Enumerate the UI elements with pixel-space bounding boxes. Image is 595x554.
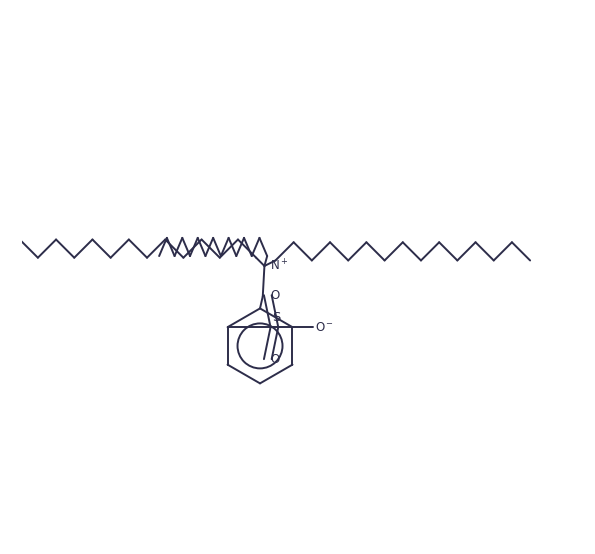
Text: S: S bbox=[272, 311, 280, 325]
Text: N$^+$: N$^+$ bbox=[270, 258, 289, 274]
Text: O: O bbox=[270, 289, 279, 302]
Text: O: O bbox=[270, 353, 279, 366]
Text: O$^-$: O$^-$ bbox=[315, 321, 334, 334]
